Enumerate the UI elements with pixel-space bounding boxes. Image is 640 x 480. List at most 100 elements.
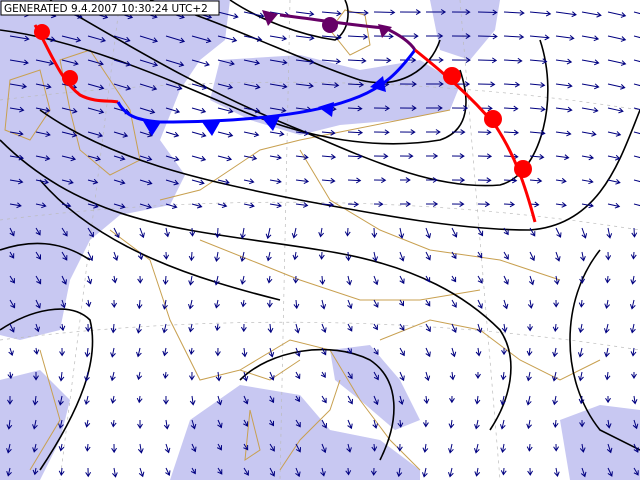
wind-arrow: [214, 299, 220, 309]
wind-arrow: [579, 443, 586, 453]
wind-arrow: [241, 347, 248, 358]
wind-arrow: [555, 177, 567, 184]
wind-arrow: [295, 58, 315, 65]
wind-arrow: [527, 467, 534, 476]
wind-arrow: [631, 227, 638, 238]
wind-arrow: [555, 106, 573, 113]
wind-arrow: [503, 251, 509, 260]
wind-arrow: [529, 58, 548, 65]
wind-arrow: [191, 107, 207, 114]
wind-arrow: [267, 323, 274, 334]
wind-arrow: [58, 443, 65, 452]
wind-arrow: [373, 9, 396, 16]
front-symbol: [143, 121, 161, 136]
wind-arrow: [633, 131, 640, 135]
wind-arrow: [449, 395, 455, 404]
wind-arrow: [164, 443, 171, 454]
wind-arrow: [61, 251, 68, 261]
wind-arrow: [266, 299, 273, 308]
wind-arrow: [189, 395, 196, 406]
wind-arrow: [347, 129, 364, 136]
wind-arrow: [84, 443, 91, 452]
wind-arrow: [295, 10, 315, 17]
wind-arrow: [58, 371, 65, 382]
wind-arrow: [477, 201, 491, 208]
wind-arrow: [295, 34, 315, 41]
wind-arrow: [344, 227, 351, 237]
wind-arrow: [33, 347, 40, 355]
wind-arrow: [321, 177, 336, 184]
wind-arrow: [525, 395, 532, 406]
wind-arrow: [191, 179, 205, 186]
wind-arrow: [113, 227, 120, 239]
wind-arrow: [477, 227, 484, 237]
wind-arrow: [87, 131, 104, 138]
wind-arrow: [214, 227, 221, 239]
wind-arrow: [266, 251, 272, 262]
wind-arrow: [347, 201, 359, 208]
wind-arrow: [399, 371, 405, 382]
wind-arrow: [581, 227, 588, 239]
wind-arrow: [214, 323, 221, 332]
wind-arrow: [578, 371, 584, 382]
wind-arrow: [630, 323, 636, 334]
wind-arrow: [633, 443, 639, 453]
wind-arrow: [215, 371, 222, 382]
front-symbol: [484, 110, 502, 128]
wind-arrow: [552, 323, 559, 332]
wind-arrow: [165, 467, 171, 476]
wind-arrow: [503, 275, 509, 285]
wind-arrow: [503, 81, 521, 88]
wind-arrow: [500, 443, 507, 453]
wind-arrow: [607, 154, 621, 161]
wind-arrow: [580, 251, 586, 262]
wind-arrow: [295, 467, 301, 478]
wind-arrow: [503, 227, 509, 236]
wind-arrow: [605, 251, 612, 261]
wind-arrow: [35, 202, 47, 209]
wind-arrow: [61, 202, 72, 209]
wind-arrow: [137, 251, 144, 261]
wind-arrow: [502, 299, 509, 310]
wind-arrow: [35, 251, 42, 260]
wind-arrow: [603, 323, 610, 334]
wind-arrow: [295, 130, 310, 137]
wind-arrow: [555, 58, 573, 65]
wind-arrow: [426, 129, 441, 135]
wind-arrow: [555, 251, 561, 262]
wind-arrow: [399, 251, 405, 262]
wind-arrow: [451, 275, 457, 283]
wind-arrow: [85, 323, 92, 333]
wind-arrow: [633, 11, 640, 15]
wind-arrow: [607, 107, 624, 114]
wind-arrow: [451, 105, 469, 112]
wind-arrow: [191, 35, 212, 44]
wind-arrow: [87, 83, 105, 91]
wind-arrow: [240, 275, 246, 285]
wind-arrow: [60, 299, 67, 309]
wind-arrow: [9, 323, 15, 333]
wind-arrow: [581, 154, 595, 161]
wind-arrow: [214, 347, 221, 357]
wind-arrow: [451, 227, 458, 238]
wind-arrow: [320, 299, 327, 310]
wind-arrow: [162, 275, 169, 286]
wind-arrow: [633, 179, 640, 183]
wind-arrow: [422, 467, 428, 478]
front-symbol: [514, 160, 532, 178]
wind-arrow: [633, 35, 640, 39]
wind-arrow: [9, 106, 25, 113]
wind-arrow: [189, 371, 195, 381]
wind-arrow: [269, 419, 275, 427]
wind-arrow: [321, 82, 340, 89]
wind-arrow: [321, 34, 342, 41]
wind-arrow: [188, 275, 194, 286]
wind-arrow: [165, 179, 180, 186]
wind-arrow: [475, 371, 481, 379]
wind-arrow: [477, 33, 498, 40]
wind-arrow: [35, 178, 49, 185]
wind-arrow: [269, 35, 288, 42]
wind-arrow: [581, 202, 594, 209]
wind-arrow: [162, 371, 169, 380]
front-symbol: [34, 24, 50, 40]
